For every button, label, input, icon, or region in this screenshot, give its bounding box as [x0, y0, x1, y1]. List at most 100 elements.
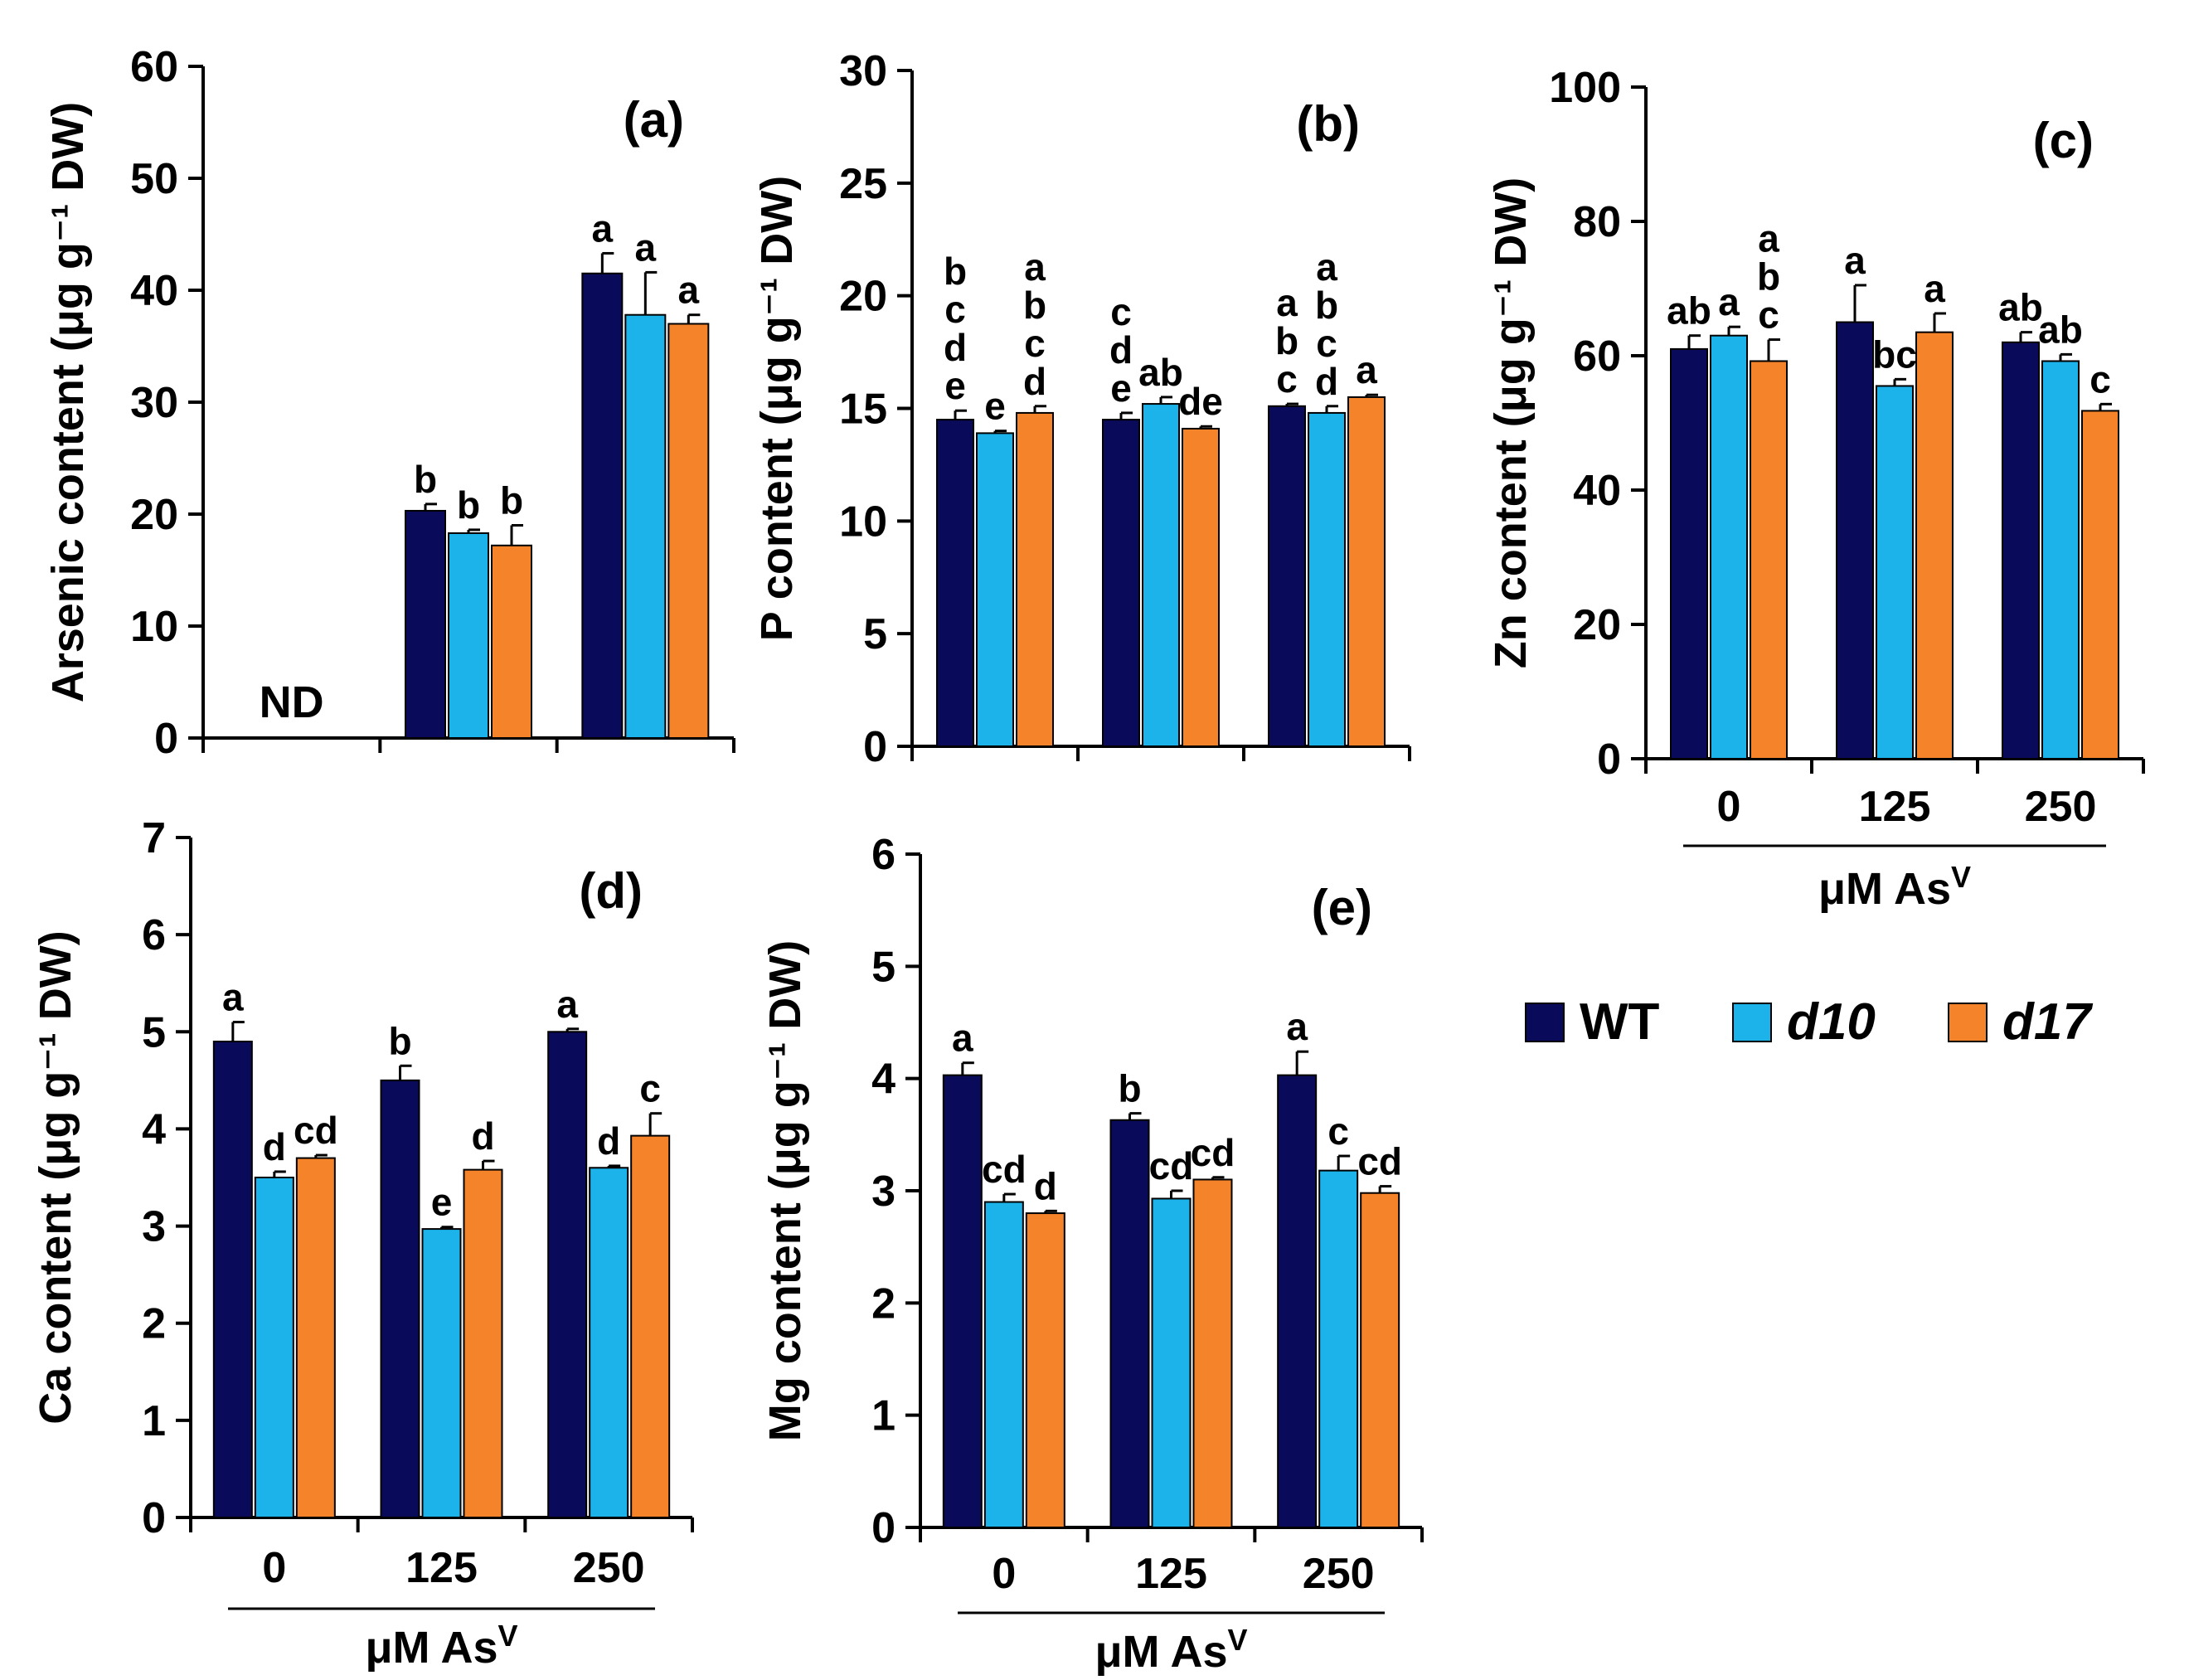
significance-label: ab	[1138, 351, 1183, 394]
significance-label: d	[597, 1119, 620, 1163]
bar-d10	[589, 1167, 629, 1519]
bar-d17	[1915, 331, 1954, 760]
legend-swatch-d17	[1948, 1003, 1988, 1042]
x-category-label: 125	[405, 1544, 478, 1592]
bar-d10	[976, 432, 1014, 748]
bar-d10	[1142, 403, 1180, 747]
significance-label: b	[1118, 1067, 1141, 1110]
y-tick-label: 0	[871, 1504, 896, 1552]
y-tick-label: 100	[1549, 64, 1621, 112]
x-axis-title: μM AsV	[1094, 1623, 1247, 1677]
legend-swatch-WT	[1525, 1003, 1565, 1042]
y-tick-label: 15	[839, 386, 887, 434]
x-category-label: 250	[1303, 1550, 1375, 1598]
x-category-label: 125	[1135, 1550, 1207, 1598]
bar-d17	[295, 1157, 336, 1518]
y-axis-title: Ca content (μg g⁻¹ DW)	[31, 930, 80, 1424]
y-tick-label: 25	[839, 160, 887, 208]
y-axis-title: Arsenic content (μg g⁻¹ DW)	[43, 102, 93, 703]
bar-d17	[1360, 1192, 1400, 1528]
significance-label: ab	[1667, 289, 1711, 333]
x-category-label: 250	[2025, 783, 2097, 831]
y-axis-title: P content (μg g⁻¹ DW)	[752, 176, 802, 641]
y-tick-label: 4	[871, 1056, 896, 1104]
bar-d17	[1192, 1178, 1233, 1528]
y-tick-label: 30	[839, 47, 887, 95]
significance-label: a	[1844, 239, 1866, 282]
y-tick-label: 5	[871, 943, 896, 991]
panel-label: (c)	[2033, 113, 2094, 168]
bar-d17	[1347, 396, 1386, 747]
bar-d10	[254, 1177, 294, 1518]
bar-d17	[630, 1134, 671, 1518]
y-tick-label: 7	[142, 814, 166, 862]
x-axis-title-superscript: V	[1951, 860, 1971, 894]
y-tick-label: 1	[871, 1392, 896, 1440]
x-axis-title-text: μM As	[1094, 1627, 1227, 1677]
y-tick-label: 0	[1597, 736, 1621, 784]
y-tick-label: 30	[130, 379, 178, 427]
significance-label: b	[414, 458, 437, 501]
x-axis-title-text: μM As	[1818, 864, 1951, 914]
x-axis-title: μM AsV	[365, 1619, 517, 1673]
x-category-label: 0	[262, 1544, 286, 1592]
x-category-label: 0	[1717, 783, 1741, 831]
bar-WT	[942, 1074, 983, 1528]
significance-label: a	[952, 1017, 973, 1060]
significance-label: b	[457, 483, 480, 527]
bar-WT	[212, 1041, 253, 1518]
bar-WT	[1836, 321, 1874, 760]
panel-label: (e)	[1312, 880, 1372, 935]
annotation-nd: ND	[260, 677, 324, 727]
significance-label: a	[1924, 267, 1945, 310]
bar-d17	[491, 544, 532, 739]
x-category-label: 125	[1859, 783, 1931, 831]
bar-WT	[1102, 419, 1140, 747]
bar-d10	[1710, 334, 1748, 760]
y-tick-label: 80	[1573, 198, 1621, 246]
y-tick-label: 50	[130, 155, 178, 203]
significance-label: a	[222, 976, 244, 1019]
legend-label-d17: d17	[2002, 993, 2093, 1051]
x-category-label: 0	[992, 1550, 1016, 1598]
y-tick-label: 10	[130, 603, 178, 651]
significance-label: cd	[1357, 1140, 1402, 1183]
y-tick-label: 5	[863, 610, 887, 658]
significance-label: cd	[1149, 1144, 1194, 1187]
y-tick-label: 20	[1573, 601, 1621, 649]
bar-d17	[1025, 1212, 1065, 1528]
y-tick-label: 2	[871, 1279, 896, 1328]
y-tick-label: 60	[130, 43, 178, 91]
x-axis-title-superscript: V	[498, 1619, 518, 1653]
y-tick-label: 0	[154, 715, 178, 763]
significance-label: cd	[294, 1109, 338, 1152]
legend-label-d10: d10	[1787, 993, 1876, 1051]
y-tick-label: 60	[1573, 333, 1621, 381]
bar-d17	[667, 323, 710, 739]
x-axis-title-superscript: V	[1228, 1623, 1248, 1657]
significance-label: d	[263, 1125, 286, 1168]
bar-WT	[1268, 405, 1306, 747]
significance-label: cd	[982, 1148, 1027, 1191]
significance-label: ab	[2038, 308, 2083, 351]
bar-d17	[2081, 410, 2119, 760]
y-tick-label: 5	[142, 1008, 166, 1056]
bar-d17	[1750, 360, 1788, 760]
y-tick-label: 10	[839, 498, 887, 546]
significance-label: d	[1034, 1164, 1057, 1207]
y-axis-title: Zn content (μg g⁻¹ DW)	[1486, 177, 1536, 668]
significance-label: c	[1327, 1109, 1349, 1153]
y-tick-label: 40	[130, 267, 178, 315]
significance-label: a	[1718, 280, 1740, 323]
bar-WT	[2002, 341, 2040, 760]
significance-label: cd	[1191, 1131, 1235, 1174]
significance-label: c	[639, 1067, 661, 1110]
significance-label: a	[635, 226, 657, 269]
bar-WT	[380, 1079, 420, 1519]
bar-WT	[936, 419, 974, 747]
